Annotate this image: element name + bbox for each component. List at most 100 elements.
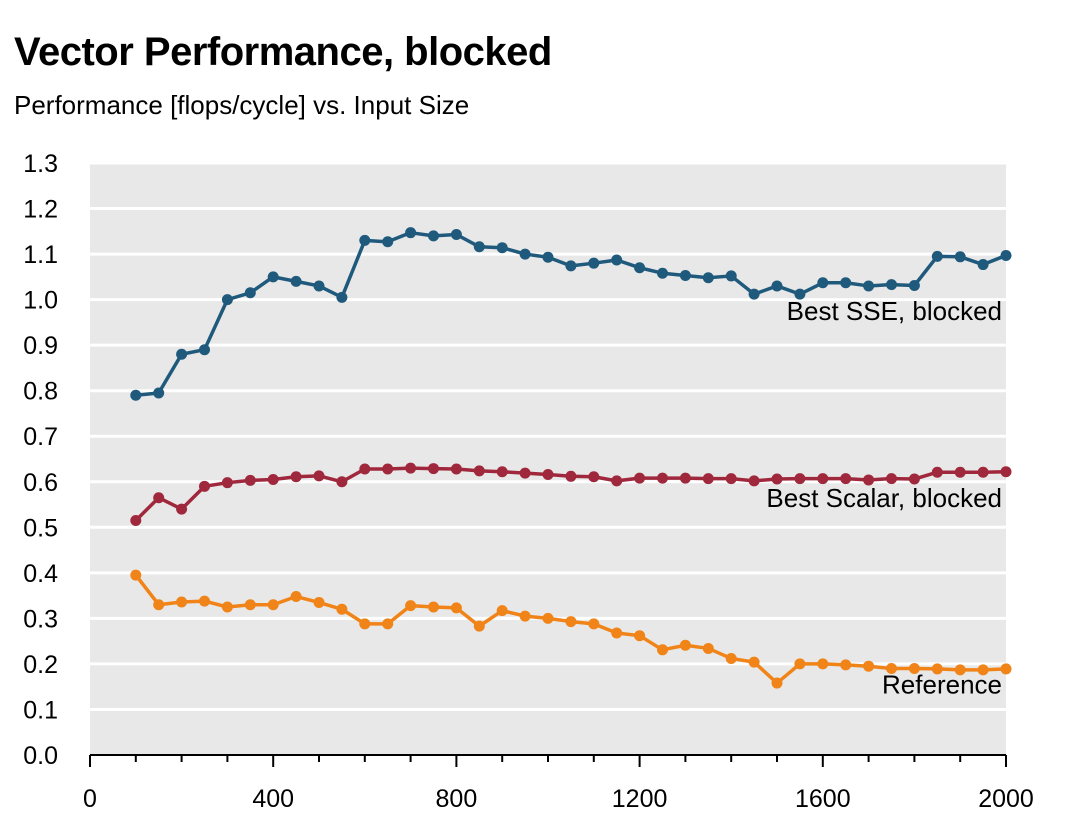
series-2 (130, 569, 1012, 689)
data-point (908, 662, 920, 674)
data-point (588, 471, 600, 483)
data-point (542, 612, 554, 624)
data-point (313, 280, 325, 292)
data-point (954, 251, 966, 263)
data-point (725, 270, 737, 282)
data-point (1000, 249, 1012, 261)
data-point (954, 664, 966, 676)
data-point (908, 279, 920, 291)
data-point (221, 477, 233, 489)
y-tick-label: 1.1 (23, 241, 58, 269)
y-tick-label: 0.5 (23, 514, 58, 542)
data-point (817, 658, 829, 670)
data-point (519, 467, 531, 479)
data-point (840, 659, 852, 671)
data-point (428, 463, 439, 475)
data-point (611, 627, 623, 639)
data-point (771, 280, 783, 292)
data-point (931, 250, 943, 262)
data-point (382, 236, 394, 248)
data-point (886, 473, 897, 485)
data-point (840, 473, 852, 485)
series-0 (130, 227, 1012, 401)
data-point (428, 230, 439, 242)
data-point (359, 463, 371, 475)
data-point (336, 476, 348, 488)
x-tick-label: 1600 (795, 785, 851, 813)
data-point (267, 599, 279, 611)
series-label: Best Scalar, blocked (766, 483, 1002, 513)
data-point (450, 463, 462, 475)
data-point (748, 288, 760, 300)
y-tick-label: 0.6 (23, 469, 58, 497)
data-point (450, 602, 462, 614)
data-point (336, 291, 348, 303)
data-point (382, 618, 394, 630)
data-point (336, 603, 348, 615)
data-point (199, 344, 210, 356)
data-point (221, 601, 233, 613)
data-point (977, 466, 989, 478)
data-point (771, 473, 783, 485)
data-point (519, 610, 531, 622)
data-point (359, 618, 371, 630)
data-point (153, 599, 165, 611)
data-point (290, 471, 302, 483)
data-point (679, 472, 691, 484)
y-tick-label: 0.0 (23, 742, 58, 770)
data-point (496, 242, 508, 254)
data-point (1000, 466, 1012, 478)
data-point (817, 277, 829, 289)
y-tick-label: 0.9 (23, 332, 58, 360)
data-point (886, 279, 897, 291)
data-point (725, 473, 737, 485)
data-point (359, 234, 371, 246)
data-point (863, 280, 875, 292)
data-point (565, 260, 577, 272)
y-tick-label: 1.0 (23, 287, 58, 315)
chart-title: Vector Performance, blocked (14, 30, 552, 74)
data-point (954, 466, 966, 478)
data-point (840, 277, 852, 289)
data-point (702, 473, 714, 485)
data-point (748, 475, 760, 487)
data-point (130, 389, 142, 401)
data-point (611, 254, 623, 266)
data-point (473, 465, 485, 477)
data-point (473, 620, 485, 632)
data-point (977, 664, 989, 676)
data-point (450, 228, 462, 240)
data-point (496, 466, 508, 478)
data-point (863, 660, 875, 672)
x-tick-label: 800 (436, 785, 478, 813)
data-point (886, 662, 897, 674)
data-point (176, 596, 188, 608)
data-point (588, 618, 600, 630)
data-point (817, 473, 829, 485)
x-tick-label: 400 (252, 785, 294, 813)
data-point (382, 463, 394, 475)
data-point (290, 275, 302, 287)
data-point (267, 271, 279, 283)
data-point (794, 473, 806, 485)
data-point (679, 639, 691, 651)
data-point (496, 605, 508, 617)
data-point (428, 601, 439, 613)
data-point (565, 616, 577, 628)
y-tick-label: 1.2 (23, 196, 58, 224)
data-point (794, 658, 806, 670)
data-point (657, 644, 668, 656)
data-point (771, 677, 783, 689)
data-point (1000, 663, 1012, 675)
x-tick-label: 1200 (612, 785, 668, 813)
data-point (221, 294, 233, 306)
data-point (634, 630, 646, 642)
axes: 0.0 0.1 0.2 0.3 0.4 0.5 0.6 0.7 0.8 0.9 1.0 1.1 1.2 1… (23, 150, 1034, 813)
y-tick-label: 0.4 (23, 560, 58, 588)
data-point (748, 656, 760, 668)
x-tick-label: 2000 (978, 785, 1034, 813)
data-point (702, 272, 714, 284)
data-point (863, 474, 875, 486)
data-point (405, 600, 417, 612)
